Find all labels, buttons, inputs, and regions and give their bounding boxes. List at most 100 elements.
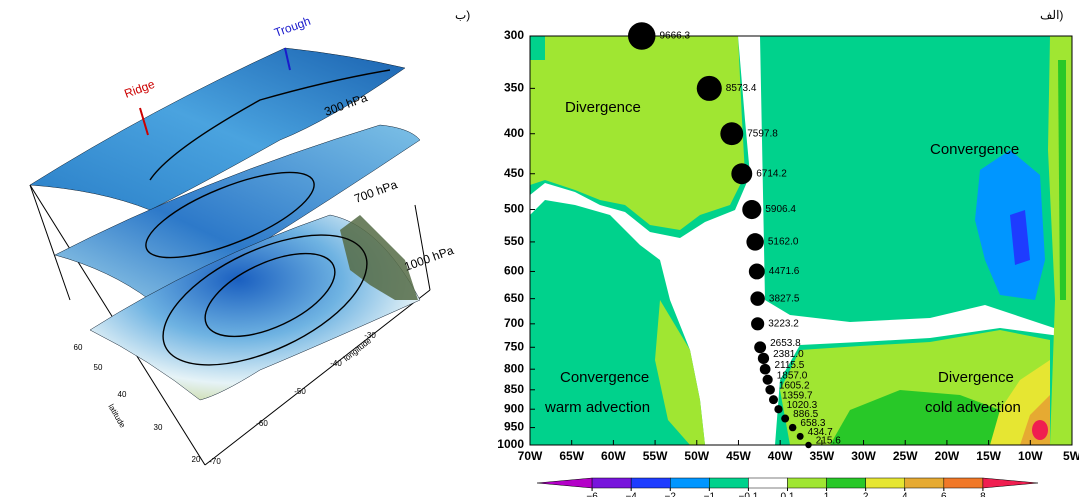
point (731, 163, 753, 185)
axis-label: latitude (106, 403, 127, 430)
point (757, 352, 770, 365)
trough-line (284, 47, 291, 71)
colorbar-label: 2 (863, 492, 869, 497)
terrain (340, 215, 418, 300)
x-tick-label: 55W (643, 449, 668, 463)
point-label: 1020.3 (787, 400, 818, 411)
colorbar-label: 8 (980, 492, 986, 497)
contour-panel: الف) Divergence Convergence Convergence … (497, 8, 1079, 497)
x-tick-label: -40 (330, 359, 342, 368)
point-label: 5906.4 (765, 204, 796, 215)
x-tick-label: 20W (935, 449, 960, 463)
annotation: Convergence (560, 369, 649, 386)
colorbar-box (630, 477, 671, 489)
point-label: 2653.8 (770, 338, 801, 349)
ridge-line (139, 107, 149, 136)
point-label: 1605.2 (779, 380, 810, 391)
point (774, 405, 783, 414)
point (746, 233, 764, 251)
colorbar-label: 1 (824, 492, 830, 497)
y-tick-label: 900 (504, 401, 524, 415)
point (751, 317, 765, 331)
point-label: 215.6 (816, 436, 841, 447)
colorbar-label: −2 (665, 492, 677, 497)
point-label: 6714.2 (756, 168, 787, 179)
point (765, 385, 775, 395)
y-tick-label: 40 (118, 390, 127, 399)
colorbar-label: 0.1 (781, 492, 795, 497)
field (530, 36, 1072, 445)
y-tick-label: 1000 (497, 437, 524, 451)
y-tick-label: 750 (504, 339, 524, 353)
colorbar-box (865, 477, 906, 489)
y-tick-label: 800 (504, 361, 524, 375)
annotation: Trough (272, 14, 312, 40)
x-tick-label: -70 (209, 457, 221, 466)
x-tick-label: 35W (810, 449, 835, 463)
surface-1000 (89, 214, 421, 401)
x-tick-label: 30W (851, 449, 876, 463)
y-tick-label: 500 (504, 202, 524, 216)
colorbar-box (904, 477, 945, 489)
x-tick-label: -50 (294, 387, 306, 396)
x-tick-label: 5W (1063, 449, 1079, 463)
y-tick-label: 300 (504, 28, 524, 42)
colorbar-box (748, 477, 788, 489)
point-label: 1857.0 (777, 370, 808, 381)
y-tick-label: 550 (504, 234, 524, 248)
colorbar-label: −6 (586, 492, 598, 497)
field-region (655, 300, 705, 445)
y-tick-label: 850 (504, 382, 524, 396)
plot-frame (529, 35, 1073, 446)
annotation: cold advection (925, 399, 1021, 416)
panel-label: ب) (455, 8, 470, 22)
field-region (1032, 420, 1048, 440)
x-tick-label: 40W (768, 449, 793, 463)
y-tick-label: 50 (94, 363, 103, 372)
field-region (530, 36, 1060, 445)
contours (145, 69, 391, 366)
colorbar-label: 4 (902, 492, 908, 497)
point (696, 75, 722, 101)
y-tick-label: 30 (154, 423, 163, 432)
field-region (530, 36, 745, 230)
point (750, 291, 765, 306)
point (627, 22, 656, 50)
x-tick-label: -60 (256, 419, 268, 428)
point-label: 9666.3 (659, 31, 690, 42)
x-tick-label: 60W (601, 449, 626, 463)
colorbar-box (709, 477, 749, 489)
point (720, 122, 744, 146)
colorbar-box (787, 477, 827, 489)
point (759, 363, 771, 375)
x-tick-label: 50W (684, 449, 709, 463)
point-label: 7597.8 (747, 128, 778, 139)
y-tick-label: 950 (504, 420, 524, 434)
point (805, 441, 812, 449)
y-tick-label: 350 (504, 81, 524, 95)
y-tick-label: 600 (504, 264, 524, 278)
annotation: warm advection (544, 399, 650, 416)
point (748, 263, 765, 280)
point (754, 341, 767, 354)
x-tick-label: -30 (364, 331, 376, 340)
point-label: 658.3 (800, 418, 825, 429)
colorbar-end (982, 477, 1039, 489)
x-tick-label: 10W (1018, 449, 1043, 463)
point-label: 1359.7 (782, 390, 813, 401)
point-label: 2115.5 (774, 360, 804, 371)
field-region (830, 390, 1010, 445)
x-tick-label: 15W (976, 449, 1001, 463)
x-tick-label: 25W (893, 449, 918, 463)
surface-panel: ب) Trough Ridge 300 hPa 700 hPa 1000 hPa… (29, 8, 470, 466)
colorbar-label: −1 (704, 492, 716, 497)
surface-label: 700 hPa (352, 177, 399, 206)
point (781, 414, 790, 423)
annotation: Convergence (930, 141, 1019, 158)
annotation: Divergence (565, 99, 641, 116)
field-region (975, 150, 1045, 300)
y-tick-label: 700 (504, 316, 524, 330)
x-tick-label: 45W (726, 449, 751, 463)
colorbar-box (943, 477, 984, 489)
